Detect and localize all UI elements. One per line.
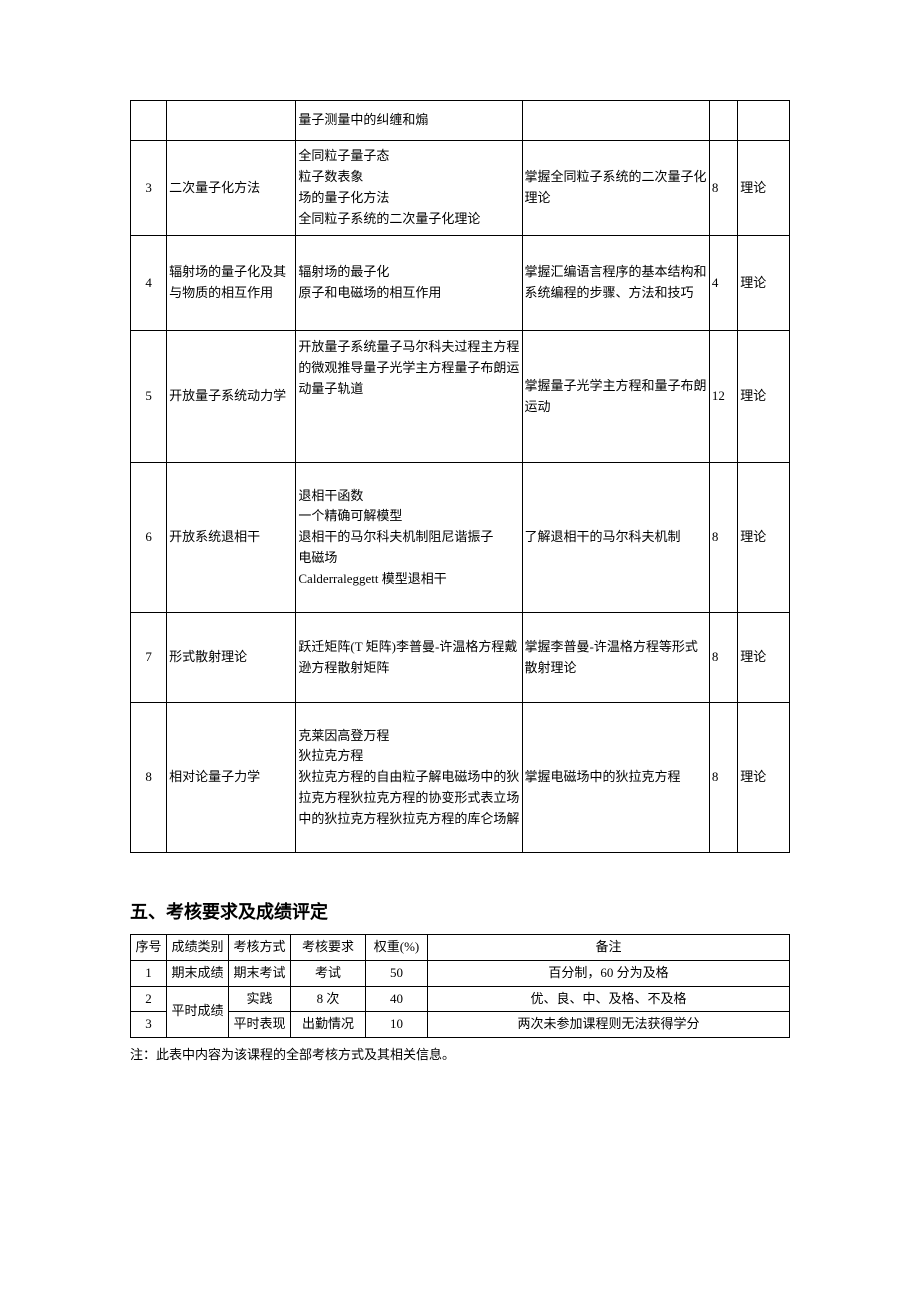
content-cell: 8 — [131, 703, 167, 853]
content-cell: 理论 — [738, 331, 790, 463]
grading-cell: 8 次 — [291, 986, 366, 1012]
content-cell: 掌握量子光学主方程和量子布朗运动 — [522, 331, 709, 463]
content-cell: 8 — [709, 613, 737, 703]
content-cell: 5 — [131, 331, 167, 463]
content-cell — [167, 101, 296, 141]
content-cell: 开放系统退相干 — [167, 463, 296, 613]
content-row: 7形式散射理论跃迁矩阵(T 矩阵)李普曼-许温格方程戴逊方程散射矩阵掌握李普曼-… — [131, 613, 790, 703]
grading-cell: 1 — [131, 960, 167, 986]
content-cell: 退相干函数 一个精确可解模型 退相干的马尔科夫机制阻尼谐振子 电磁场 Calde… — [296, 463, 522, 613]
content-cell: 掌握李普曼-许温格方程等形式散射理论 — [522, 613, 709, 703]
content-cell: 3 — [131, 141, 167, 236]
content-cell — [738, 101, 790, 141]
grading-cell: 50 — [366, 960, 428, 986]
content-cell: 理论 — [738, 613, 790, 703]
grading-cell: 期末考试 — [229, 960, 291, 986]
content-cell: 掌握汇编语言程序的基本结构和系统编程的步骤、方法和技巧 — [522, 236, 709, 331]
content-cell: 二次量子化方法 — [167, 141, 296, 236]
content-cell: 掌握全同粒子系统的二次量子化理论 — [522, 141, 709, 236]
content-cell: 掌握电磁场中的狄拉克方程 — [522, 703, 709, 853]
content-cell: 理论 — [738, 703, 790, 853]
grading-cell: 平时成绩 — [167, 986, 229, 1038]
content-cell: 开放量子系统动力学 — [167, 331, 296, 463]
content-cell: 理论 — [738, 236, 790, 331]
grading-footnote: 注：此表中内容为该课程的全部考核方式及其相关信息。 — [130, 1044, 790, 1063]
grading-header: 权重(%) — [366, 935, 428, 961]
grading-table: 序号 成绩类别 考核方式 考核要求 权重(%) 备注 1 期末成绩 期末考试 考… — [130, 934, 790, 1038]
content-cell — [131, 101, 167, 141]
content-cell: 形式散射理论 — [167, 613, 296, 703]
grading-row: 2 平时成绩 实践 8 次 40 优、良、中、及格、不及格 — [131, 986, 790, 1012]
content-row: 6开放系统退相干退相干函数 一个精确可解模型 退相干的马尔科夫机制阻尼谐振子 电… — [131, 463, 790, 613]
grading-row: 1 期末成绩 期末考试 考试 50 百分制，60 分为及格 — [131, 960, 790, 986]
content-cell: 全同粒子量子态 粒子数表象 场的量子化方法 全同粒子系统的二次量子化理论 — [296, 141, 522, 236]
content-cell: 相对论量子力学 — [167, 703, 296, 853]
grading-cell: 实践 — [229, 986, 291, 1012]
content-cell: 了解退相干的马尔科夫机制 — [522, 463, 709, 613]
content-cell: 辐射场的最子化 原子和电磁场的相互作用 — [296, 236, 522, 331]
grading-cell: 10 — [366, 1012, 428, 1038]
content-cell: 6 — [131, 463, 167, 613]
content-cell — [522, 101, 709, 141]
grading-cell: 2 — [131, 986, 167, 1012]
content-cell: 跃迁矩阵(T 矩阵)李普曼-许温格方程戴逊方程散射矩阵 — [296, 613, 522, 703]
grading-cell: 两次未参加课程则无法获得学分 — [428, 1012, 790, 1038]
content-cell: 4 — [709, 236, 737, 331]
content-cell: 12 — [709, 331, 737, 463]
grading-cell: 考试 — [291, 960, 366, 986]
section-5-title: 五、考核要求及成绩评定 — [130, 898, 790, 924]
grading-cell: 优、良、中、及格、不及格 — [428, 986, 790, 1012]
content-cell: 4 — [131, 236, 167, 331]
grading-cell: 百分制，60 分为及格 — [428, 960, 790, 986]
grading-header: 考核方式 — [229, 935, 291, 961]
grading-row: 3 平时表现 出勤情况 10 两次未参加课程则无法获得学分 — [131, 1012, 790, 1038]
content-row: 量子测量中的纠缠和煽 — [131, 101, 790, 141]
content-cell: 8 — [709, 463, 737, 613]
content-row: 8相对论量子力学克莱因高登万程 狄拉克方程 狄拉克方程的自由粒子解电磁场中的狄拉… — [131, 703, 790, 853]
content-row: 4辐射场的量子化及其与物质的相互作用辐射场的最子化 原子和电磁场的相互作用掌握汇… — [131, 236, 790, 331]
content-row: 3二次量子化方法全同粒子量子态 粒子数表象 场的量子化方法 全同粒子系统的二次量… — [131, 141, 790, 236]
grading-cell: 出勤情况 — [291, 1012, 366, 1038]
content-cell: 辐射场的量子化及其与物质的相互作用 — [167, 236, 296, 331]
grading-cell: 40 — [366, 986, 428, 1012]
content-cell — [709, 101, 737, 141]
content-cell: 7 — [131, 613, 167, 703]
grading-header: 成绩类别 — [167, 935, 229, 961]
grading-cell: 期末成绩 — [167, 960, 229, 986]
content-cell: 8 — [709, 141, 737, 236]
course-content-table: 量子测量中的纠缠和煽3二次量子化方法全同粒子量子态 粒子数表象 场的量子化方法 … — [130, 100, 790, 853]
content-cell: 理论 — [738, 463, 790, 613]
content-cell: 开放量子系统量子马尔科夫过程主方程的微观推导量子光学主方程量子布朗运动量子轨道 — [296, 331, 522, 463]
content-cell: 克莱因高登万程 狄拉克方程 狄拉克方程的自由粒子解电磁场中的狄拉克方程狄拉克方程… — [296, 703, 522, 853]
grading-header: 序号 — [131, 935, 167, 961]
grading-header: 备注 — [428, 935, 790, 961]
grading-cell: 3 — [131, 1012, 167, 1038]
grading-cell: 平时表现 — [229, 1012, 291, 1038]
grading-header-row: 序号 成绩类别 考核方式 考核要求 权重(%) 备注 — [131, 935, 790, 961]
content-cell: 8 — [709, 703, 737, 853]
grading-header: 考核要求 — [291, 935, 366, 961]
content-cell: 理论 — [738, 141, 790, 236]
content-row: 5开放量子系统动力学开放量子系统量子马尔科夫过程主方程的微观推导量子光学主方程量… — [131, 331, 790, 463]
content-cell: 量子测量中的纠缠和煽 — [296, 101, 522, 141]
